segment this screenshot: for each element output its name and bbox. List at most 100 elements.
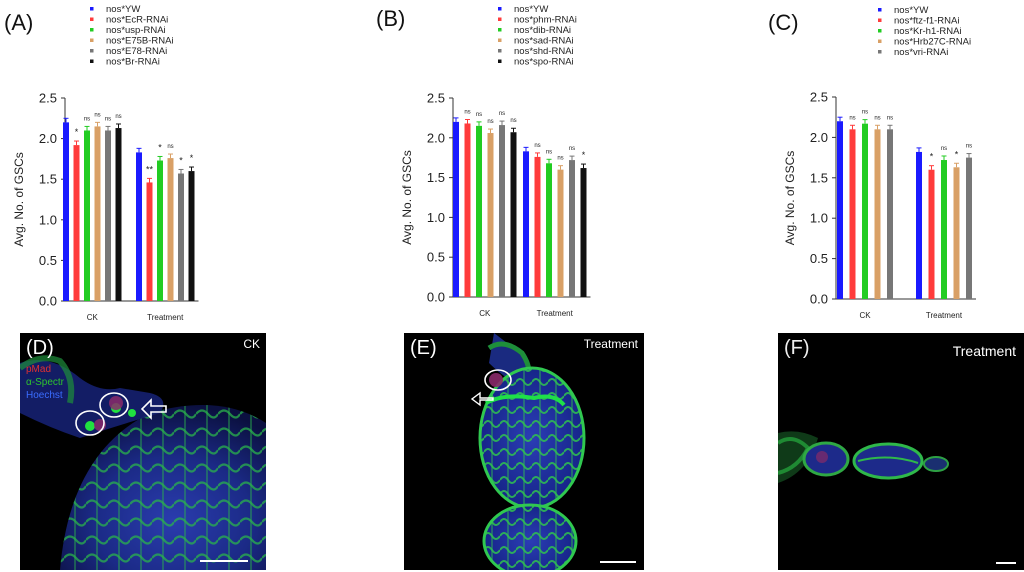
significance-label: ns [499,111,505,117]
significance-label: ns [887,115,893,121]
legend-label: nos*vri-RNAi [894,47,948,58]
bar [146,182,153,301]
significance-label: ns [487,119,493,125]
legend-marker [498,49,502,53]
bar [849,129,856,299]
y-tick-label: 1.0 [427,210,445,225]
y-tick-label: 0.5 [39,253,57,268]
chart-c-svg: nos*YWnos*ftz-f1-RNAinos*Kr-h1-RNAinos*H… [783,5,976,320]
micrograph-d: (D) CK pMad α-Spectr Hoechst [20,333,266,570]
significance-label: ns [510,118,516,124]
significance-label: ns [464,109,470,115]
bar [105,130,111,301]
bar [73,145,80,301]
legend-marker [90,49,94,53]
y-axis-label: Avg. No. of GSCs [783,151,797,245]
micrograph-f: (F) Treatment [778,333,1024,570]
legend-label: nos*YW [894,5,928,16]
significance-label: * [955,149,959,159]
significance-label: ns [557,156,563,162]
bar [874,129,881,299]
bar [523,151,529,297]
legend-label: nos*E75B-RNAi [106,36,174,47]
bar [115,128,122,301]
bar [966,157,972,299]
significance-label: ns [115,114,121,120]
significance-label: * [75,127,79,137]
significance-label: ns [546,149,552,155]
significance-label: ns [534,143,540,149]
significance-label: ** [146,164,154,174]
micrograph-e: (E) Treatment [404,333,644,570]
legend-label: nos*phm-RNAi [514,15,577,26]
significance-label: * [930,152,934,162]
panel-label-b: (B) [376,6,406,31]
micrograph-d-drawing [20,355,266,570]
legend-label: nos*sad-RNAi [514,36,574,47]
legend-label: nos*dib-RNAi [514,25,571,36]
legend-label: nos*usp-RNAi [106,25,166,36]
bar [63,122,69,301]
chart-c: nos*YW nos*ftz-f1-RNAi nos*Kr-h1-RNAi nos*H… [768,0,1024,330]
significance-label: ns [862,110,868,116]
bar [837,121,843,300]
legend-marker [498,17,502,21]
bar [534,156,541,297]
legend-label: nos*Hrb27C-RNAi [894,37,971,48]
significance-label: * [179,155,183,165]
bar [136,152,142,301]
image-e-label: Treatment [583,337,638,351]
bar [557,169,564,297]
bar [188,171,195,301]
y-tick-label: 2.0 [39,131,57,146]
legend-marker [90,38,94,42]
y-tick-label: 2.0 [810,130,828,145]
bar [84,130,90,301]
stain-hoechst: Hoechst [26,390,63,401]
y-axis-label: Avg. No. of GSCs [12,152,26,246]
image-d-label: CK [243,337,260,351]
legend-marker [90,28,94,32]
bar [953,167,960,299]
significance-label: ns [84,116,90,122]
y-tick-label: 0.5 [427,250,445,265]
panel-label-e: (E) [410,337,437,359]
y-tick-label: 1.0 [810,211,828,226]
bar [453,121,459,297]
y-tick-label: 2.5 [810,90,828,105]
significance-label: ns [874,115,880,121]
legend-marker [498,28,502,32]
panel-label-c: (C) [768,10,799,35]
y-tick-label: 2.5 [39,91,57,106]
bar [157,160,163,301]
bar [94,126,101,301]
bar [510,132,517,297]
significance-label: ns [167,144,173,150]
legend-marker [878,8,882,12]
significance-label: ns [966,144,972,150]
bar [476,125,482,297]
bar [928,169,935,299]
legend-marker [498,7,502,11]
bar [862,123,868,299]
chart-b: nos*YW nos*phm-RNAi nos*dib-RNAi nos*sad-RN… [376,0,716,330]
y-tick-label: 0.0 [427,290,445,305]
y-tick-label: 0.0 [810,292,828,307]
bar [580,168,587,297]
chart-b-svg: nos*YWnos*phm-RNAinos*dib-RNAinos*sad-RN… [400,4,591,318]
image-f-label: Treatment [952,343,1016,359]
bar [916,151,922,299]
legend-label: nos*YW [106,4,140,15]
y-tick-label: 0.0 [39,294,57,309]
y-axis-label: Avg. No. of GSCs [400,150,414,244]
significance-label: ns [569,146,575,152]
significance-label: ns [94,112,100,118]
significance-label: * [190,153,194,163]
panel-label-a: (A) [4,10,34,35]
legend-label: nos*YW [514,4,548,15]
bar [178,173,184,301]
legend-label: nos*E78-RNAi [106,46,167,57]
y-tick-label: 2.5 [427,91,445,106]
chart-a: nos*YW nos*EcR-RNAi nos*usp-RNAi nos*E75B-R… [0,0,340,330]
y-tick-label: 1.5 [810,170,828,185]
